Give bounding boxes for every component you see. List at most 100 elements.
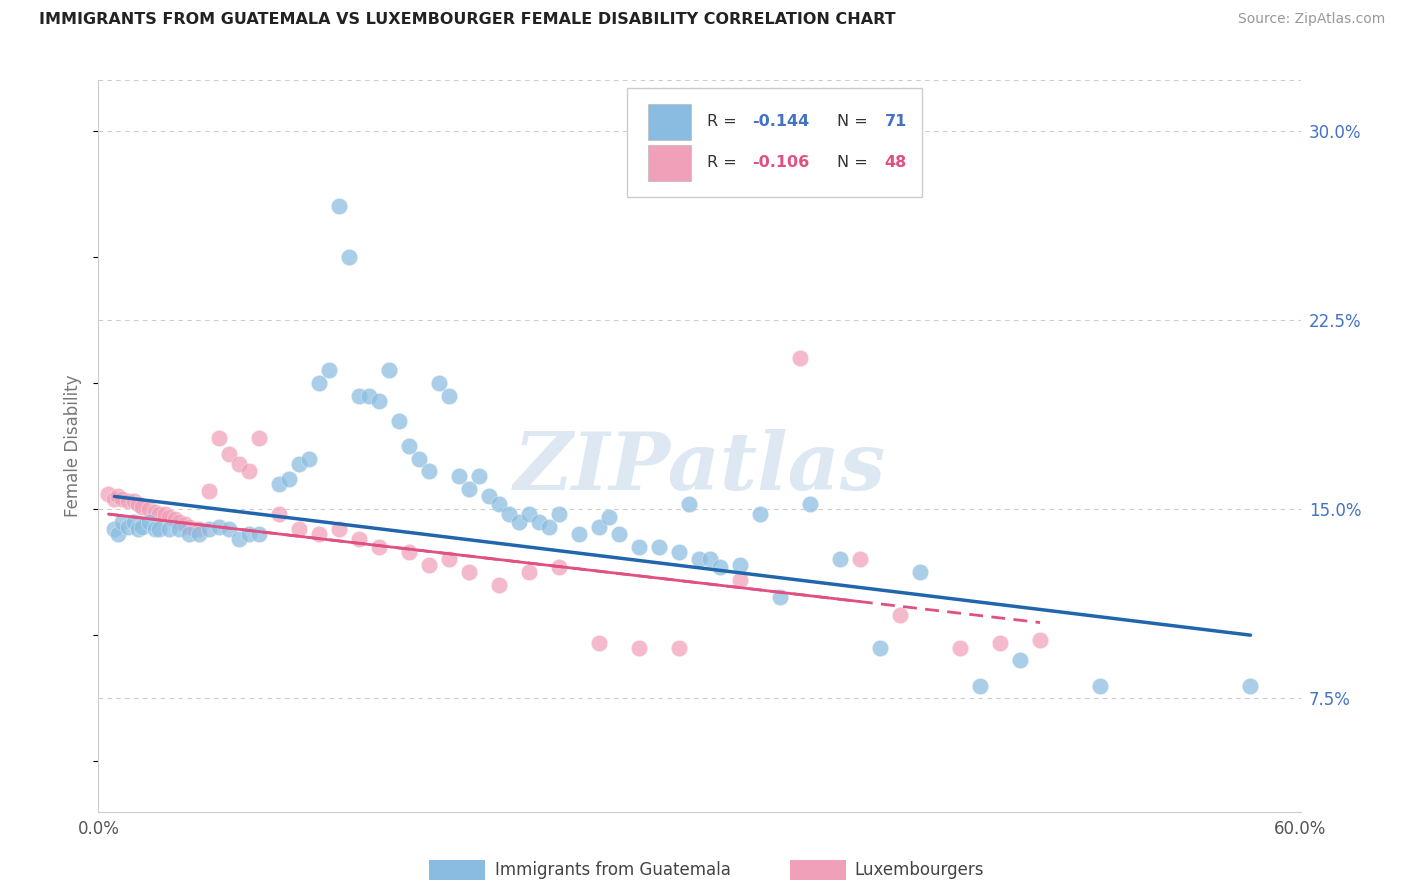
Text: R =: R = [707, 155, 741, 170]
Point [183, 522, 205, 536]
Point [138, 502, 160, 516]
Point [267, 507, 290, 521]
Point [889, 607, 911, 622]
Point [908, 565, 931, 579]
Text: R =: R = [707, 114, 741, 129]
Point [163, 512, 186, 526]
Point [668, 545, 690, 559]
Text: Source: ZipAtlas.com: Source: ZipAtlas.com [1237, 12, 1385, 26]
Point [628, 640, 651, 655]
Point [418, 464, 440, 478]
Point [128, 497, 150, 511]
Point [288, 457, 311, 471]
Point [157, 522, 180, 536]
Point [148, 522, 170, 536]
Point [197, 522, 219, 536]
Point [427, 376, 450, 390]
Point [988, 636, 1011, 650]
Point [228, 533, 250, 547]
Point [628, 540, 651, 554]
Point [357, 388, 380, 402]
Point [208, 519, 231, 533]
Point [517, 507, 540, 521]
Point [177, 519, 200, 533]
Point [588, 636, 610, 650]
Point [437, 552, 460, 566]
Point [157, 509, 180, 524]
Point [598, 509, 620, 524]
Point [111, 515, 134, 529]
Text: 71: 71 [884, 114, 907, 129]
Point [238, 464, 260, 478]
Point [648, 540, 671, 554]
Point [208, 432, 231, 446]
Point [678, 497, 700, 511]
Point [849, 552, 872, 566]
Point [709, 560, 731, 574]
Point [728, 573, 751, 587]
Point [789, 351, 811, 365]
Point [699, 552, 721, 566]
Point [167, 515, 190, 529]
FancyBboxPatch shape [648, 103, 692, 140]
Point [103, 491, 125, 506]
Point [148, 507, 170, 521]
FancyBboxPatch shape [648, 145, 692, 181]
Point [1088, 679, 1111, 693]
Text: Luxembourgers: Luxembourgers [855, 861, 984, 879]
Point [97, 487, 120, 501]
Point [468, 469, 491, 483]
Point [498, 507, 520, 521]
Point [128, 522, 150, 536]
Point [748, 507, 770, 521]
Point [187, 527, 209, 541]
Point [478, 490, 501, 504]
Point [1239, 679, 1261, 693]
Point [588, 519, 610, 533]
Point [267, 476, 290, 491]
Point [337, 250, 360, 264]
Point [167, 522, 190, 536]
Point [153, 507, 176, 521]
Point [228, 457, 250, 471]
Point [458, 565, 481, 579]
Point [398, 439, 420, 453]
Point [288, 522, 311, 536]
Point [728, 558, 751, 572]
Point [111, 491, 134, 506]
Point [799, 497, 821, 511]
Text: Immigrants from Guatemala: Immigrants from Guatemala [495, 861, 731, 879]
Text: ZIPatlas: ZIPatlas [513, 429, 886, 507]
Point [668, 640, 690, 655]
Point [378, 363, 401, 377]
Point [143, 505, 166, 519]
Point [277, 472, 299, 486]
Point [828, 552, 851, 566]
Point [548, 507, 571, 521]
Point [187, 522, 209, 536]
Point [458, 482, 481, 496]
Text: -0.144: -0.144 [752, 114, 810, 129]
Point [298, 451, 321, 466]
Point [107, 527, 129, 541]
Point [447, 469, 470, 483]
Point [437, 388, 460, 402]
Point [138, 515, 160, 529]
Point [1010, 653, 1032, 667]
Point [368, 393, 391, 408]
Point [347, 533, 370, 547]
Text: IMMIGRANTS FROM GUATEMALA VS LUXEMBOURGER FEMALE DISABILITY CORRELATION CHART: IMMIGRANTS FROM GUATEMALA VS LUXEMBOURGE… [39, 12, 896, 27]
Point [388, 414, 411, 428]
Point [173, 517, 195, 532]
Text: N =: N = [837, 155, 872, 170]
Y-axis label: Female Disability: Female Disability [65, 375, 83, 517]
Point [308, 376, 330, 390]
Text: 48: 48 [884, 155, 907, 170]
Text: -0.106: -0.106 [752, 155, 810, 170]
Point [869, 640, 891, 655]
Point [218, 446, 240, 460]
Point [308, 527, 330, 541]
Point [609, 527, 631, 541]
FancyBboxPatch shape [627, 87, 922, 197]
Point [769, 591, 792, 605]
